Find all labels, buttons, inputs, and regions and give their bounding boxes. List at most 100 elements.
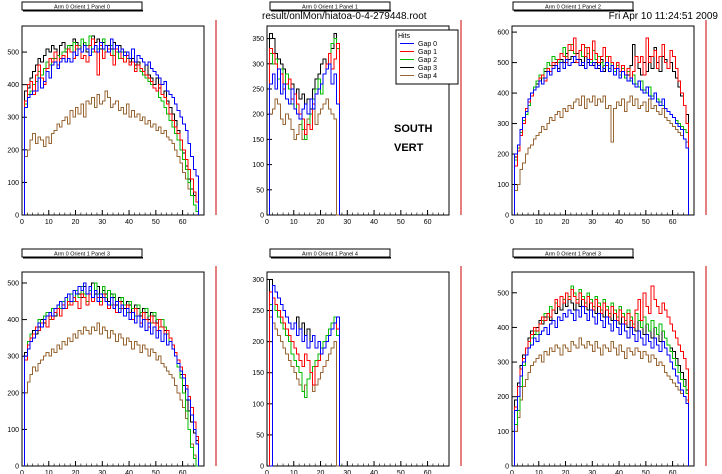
x-tick-label: 50 xyxy=(642,470,650,474)
y-tick-label: 200 xyxy=(252,339,264,346)
y-tick-label: 400 xyxy=(7,317,19,324)
y-tick-label: 0 xyxy=(505,213,509,220)
x-tick-label: 40 xyxy=(370,470,378,474)
series-line-gap-4 xyxy=(24,90,200,215)
x-tick-label: 40 xyxy=(370,219,378,226)
panels-grid: Arm 0 Orient 1 Panel 00 10 20 30 40 50 6001002… xyxy=(7,1,707,474)
histogram-panel-3: Arm 0 Orient 1 Panel 3 0 10 20 30 40 50 60 0 100 2… xyxy=(7,248,217,474)
y-tick-label: 300 xyxy=(497,121,509,128)
y-tick-label: 0 xyxy=(15,464,19,471)
y-tick-label: 500 xyxy=(7,50,19,57)
series-line-gap-0 xyxy=(514,55,690,215)
legend-title: Hits xyxy=(398,33,411,40)
series-line-gap-0 xyxy=(269,285,340,467)
x-tick-label: 60 xyxy=(179,219,187,226)
y-tick-label: 200 xyxy=(7,147,19,154)
series-line-gap-2 xyxy=(24,35,200,215)
y-tick-label: 300 xyxy=(7,115,19,122)
legend-entry-2: Gap 2 xyxy=(418,57,437,64)
panel-title: Arm 0 Orient 1 Panel 3 xyxy=(54,252,110,258)
x-tick-label: 10 xyxy=(45,219,53,226)
y-tick-label: 100 xyxy=(497,429,509,436)
x-tick-label: 40 xyxy=(615,470,623,474)
x-tick-label: 30 xyxy=(588,470,596,474)
file-path-label: result/onlMon/hiatoa-0-4-279448.root xyxy=(262,11,427,22)
y-tick-label: 300 xyxy=(7,354,19,361)
y-tick-label: 250 xyxy=(252,308,264,315)
y-tick-label: 100 xyxy=(7,427,19,434)
series-line-gap-3 xyxy=(269,278,340,466)
y-tick-label: 100 xyxy=(497,182,509,189)
y-tick-label: 50 xyxy=(256,187,264,194)
histogram-panel-1: Arm 0 Orient 1 Panel 1 0 10 20 30 40 50 60 0 50 10… xyxy=(252,1,462,226)
series-line-gap-0 xyxy=(269,63,340,215)
legend-entry-4: Gap 4 xyxy=(418,73,437,80)
y-tick-label: 200 xyxy=(497,152,509,159)
series-line-gap-0 xyxy=(24,282,200,466)
y-tick-label: 250 xyxy=(252,87,264,94)
legend-entry-3: Gap 3 xyxy=(418,65,437,72)
series-line-gap-4 xyxy=(24,322,199,467)
y-tick-label: 350 xyxy=(252,36,264,43)
overlay-south: SOUTH xyxy=(394,123,433,135)
panel-title: Arm 0 Orient 1 Panel 1 xyxy=(302,5,358,11)
histogram-panel-0: Arm 0 Orient 1 Panel 0 0 10 20 30 40 50 60 0 100 2… xyxy=(7,1,217,226)
x-tick-label: 60 xyxy=(669,470,677,474)
y-tick-label: 500 xyxy=(7,280,19,287)
histogram-panel-2: Arm 0 Orient 1 Panel 20 10 20 30 40 50 6001002… xyxy=(497,1,707,226)
x-tick-label: 10 xyxy=(535,219,543,226)
series-line-gap-3 xyxy=(24,35,200,215)
overlay-labels: SOUTH VERT xyxy=(394,123,433,154)
y-tick-label: 600 xyxy=(497,30,509,37)
page-header: result/onlMon/hiatoa-0-4-279448.root Fri… xyxy=(262,11,718,22)
legend-entry-0: Gap 0 xyxy=(418,41,437,48)
series-line-gap-0 xyxy=(24,38,200,215)
histogram-panel-4: Arm 0 Orient 1 Panel 4 0 10 20 30 40 50 60 0 50 10… xyxy=(252,248,462,474)
x-tick-label: 0 xyxy=(265,219,269,226)
panel-title-shadow xyxy=(23,10,143,12)
x-tick-label: 50 xyxy=(152,470,160,474)
panel-title-shadow xyxy=(23,257,143,259)
x-tick-label: 10 xyxy=(290,219,298,226)
legend-entry-1: Gap 1 xyxy=(418,49,437,56)
x-tick-label: 50 xyxy=(397,219,405,226)
x-tick-label: 30 xyxy=(98,219,106,226)
x-tick-label: 50 xyxy=(642,219,650,226)
overlay-vert: VERT xyxy=(394,142,424,154)
panel-title-shadow xyxy=(514,257,634,259)
x-tick-label: 50 xyxy=(152,219,160,226)
y-tick-label: 300 xyxy=(252,277,264,284)
series-line-gap-2 xyxy=(24,282,199,467)
x-tick-label: 60 xyxy=(179,470,187,474)
x-tick-label: 50 xyxy=(397,470,405,474)
x-tick-label: 40 xyxy=(615,219,623,226)
y-tick-label: 100 xyxy=(252,162,264,169)
y-tick-label: 500 xyxy=(497,60,509,67)
y-tick-label: 0 xyxy=(260,213,264,220)
series-line-gap-2 xyxy=(514,285,690,466)
x-tick-label: 20 xyxy=(72,470,80,474)
panel-title-shadow xyxy=(271,10,391,12)
y-tick-label: 100 xyxy=(7,180,19,187)
x-tick-label: 0 xyxy=(510,219,514,226)
y-tick-label: 400 xyxy=(7,82,19,89)
y-tick-label: 50 xyxy=(256,432,264,439)
x-tick-label: 20 xyxy=(72,219,80,226)
series-line-gap-1 xyxy=(514,37,690,215)
panel-title: Arm 0 Orient 1 Panel 3 xyxy=(545,252,601,258)
y-tick-label: 150 xyxy=(252,137,264,144)
series-line-gap-3 xyxy=(514,295,690,466)
x-tick-label: 0 xyxy=(20,219,24,226)
x-tick-label: 40 xyxy=(125,470,133,474)
series-line-gap-3 xyxy=(24,282,200,466)
x-tick-label: 30 xyxy=(98,470,106,474)
x-tick-label: 30 xyxy=(343,219,351,226)
panel-title: Arm 0 Orient 1 Panel 0 xyxy=(54,5,110,11)
y-tick-label: 0 xyxy=(15,213,19,220)
x-tick-label: 20 xyxy=(562,470,570,474)
series-line-gap-3 xyxy=(514,43,690,215)
plot-frame xyxy=(266,271,450,467)
y-tick-label: 0 xyxy=(260,464,264,471)
